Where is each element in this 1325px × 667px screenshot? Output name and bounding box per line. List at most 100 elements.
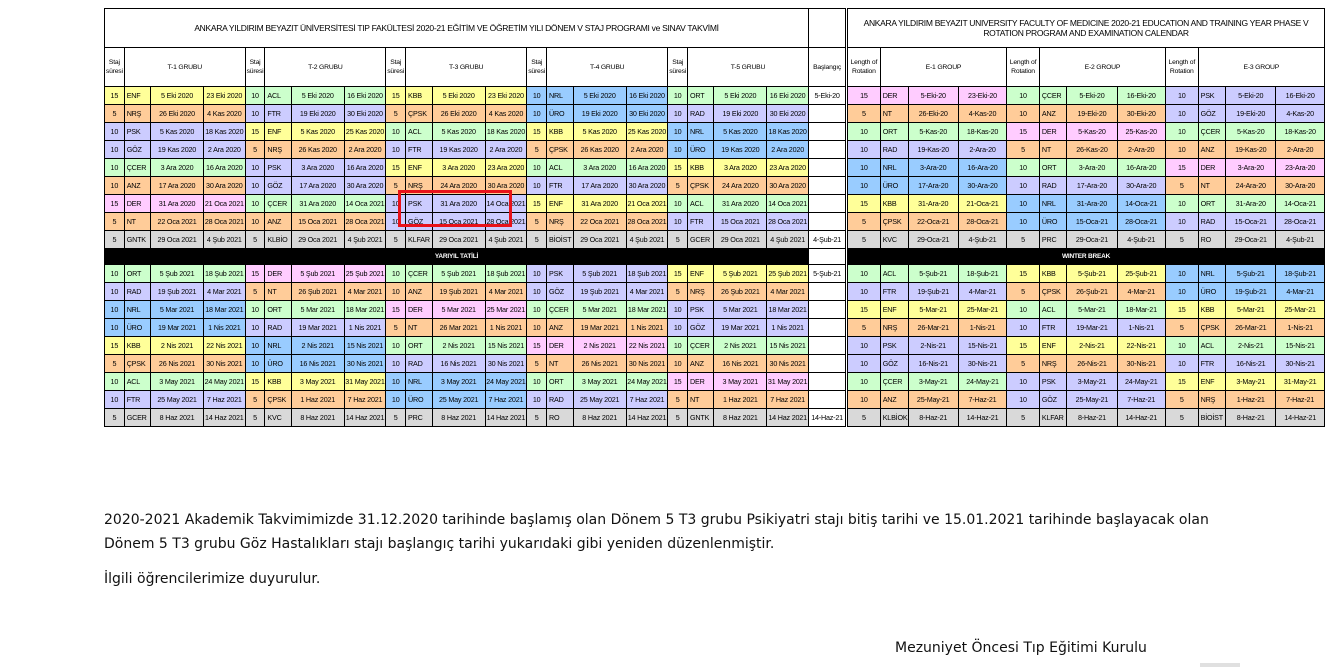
start-date-cell: 19 Mar 2021 — [713, 318, 768, 337]
length-cell: 5 — [526, 140, 547, 159]
start-date-cell: 31 Ara 2020 — [290, 194, 345, 213]
end-date-cell: 16 Eki 2020 — [343, 86, 387, 105]
course-cell: RAD — [1197, 212, 1227, 231]
start-date-cell: 26-Şub-21 — [1066, 282, 1118, 301]
length-cell: 5 — [667, 408, 689, 427]
length-cell: 10 — [847, 264, 881, 283]
course-cell: NRŞ — [123, 104, 152, 123]
length-header: Staj süresi — [104, 47, 125, 87]
start-date-cell: 26 Eki 2020 — [431, 104, 486, 123]
end-date-cell: 14 Oca 2021 — [343, 194, 387, 213]
length-cell: 5 — [104, 230, 125, 249]
course-cell: GNTK — [123, 230, 152, 249]
start-date-cell: 3-May-21 — [1066, 372, 1118, 391]
start-date-cell: 19-Mar-21 — [1066, 318, 1118, 337]
length-cell: 5 — [847, 230, 881, 249]
end-date-cell: 25 Mar 2021 — [484, 300, 528, 319]
end-date-cell: 4 Şub 2021 — [766, 230, 809, 249]
start-date-cell: 19 Kas 2020 — [150, 140, 204, 159]
end-date-cell: 7 Haz 2021 — [625, 390, 669, 409]
start-date-cell: 2-Nis-21 — [1225, 336, 1277, 355]
length-cell: 5 — [1164, 390, 1199, 409]
start-date-cell: 29-Oca-21 — [1066, 230, 1118, 249]
end-date-cell: 28 Oca 2021 — [766, 212, 809, 231]
table-row: 10 ORT 5 Şub 2021 18 Şub 2021 15 DER 5 Şub 202… — [104, 264, 1325, 283]
start-date-cell: 26 Kas 2020 — [290, 140, 345, 159]
group-header: T-3 GRUBU — [405, 47, 528, 87]
course-cell: ÜRO — [687, 140, 715, 159]
course-cell: ÜRO — [1197, 282, 1227, 301]
length-cell: 10 — [1164, 140, 1199, 159]
end-date-cell: 4-Mar-21 — [1116, 282, 1166, 301]
course-cell: ÇPSK — [1038, 282, 1068, 301]
length-cell: 15 — [847, 194, 881, 213]
course-cell: RAD — [1038, 176, 1068, 195]
break-label: WINTER BREAK — [847, 248, 1325, 265]
end-date-cell: 30 Nis 2021 — [625, 354, 669, 373]
end-date-cell: 18 Kas 2020 — [484, 122, 528, 141]
start-date-cell: 25-May-21 — [907, 390, 959, 409]
start-date-cell: 19 Şub 2021 — [572, 282, 627, 301]
end-date-cell: 14-Haz-21 — [1275, 408, 1325, 427]
course-cell: NRŞ — [1197, 390, 1227, 409]
group-header: E-1 GROUP — [879, 47, 1008, 87]
table-row: 10 FTR 25 May 2021 7 Haz 2021 5 ÇPSK 1 Haz 202… — [104, 390, 1325, 409]
scrollbar[interactable] — [1200, 663, 1240, 667]
start-date-cell: 15-Oca-21 — [1225, 212, 1277, 231]
end-date-cell: 2-Ara-20 — [957, 140, 1008, 159]
start-date-cell: 17-Ara-20 — [907, 176, 959, 195]
end-date-cell: 1 Nis 2021 — [202, 318, 246, 337]
course-cell: ÜRO — [123, 318, 152, 337]
length-cell: 10 — [1164, 194, 1199, 213]
start-date-cell: 8-Haz-21 — [1225, 408, 1277, 427]
length-cell: 5 — [1006, 140, 1040, 159]
start-date-cell: 31-Ara-20 — [1225, 194, 1277, 213]
length-header: Length of Rotation — [1164, 47, 1199, 87]
break-spacer — [807, 248, 847, 265]
end-date-cell: 4 Mar 2021 — [202, 282, 246, 301]
course-cell: GÖZ — [1197, 104, 1227, 123]
length-cell: 10 — [104, 122, 125, 141]
course-cell: DER — [1197, 158, 1227, 177]
length-cell: 5 — [1006, 354, 1040, 373]
course-cell: PSK — [879, 336, 909, 355]
end-date-cell: 14-Oca-21 — [1116, 194, 1166, 213]
length-cell: 10 — [244, 354, 266, 373]
course-cell: KBB — [687, 158, 715, 177]
end-date-cell: 1-Nis-21 — [1275, 318, 1325, 337]
end-date-cell: 2-Ara-20 — [1275, 140, 1325, 159]
course-cell: ACL — [879, 264, 909, 283]
start-date-cell: 16-Nis-21 — [1225, 354, 1277, 373]
end-date-cell: 15 Nis 2021 — [343, 336, 387, 355]
start-date-cell: 29 Oca 2021 — [572, 230, 627, 249]
course-cell: PSK — [123, 122, 152, 141]
end-date-cell: 30-Ara-20 — [1275, 176, 1325, 195]
table-row: 5 GNTK 29 Oca 2021 4 Şub 2021 5 KLBİO 29 Oca 2… — [104, 230, 1325, 249]
table-row: 10 ÇCER 3 Ara 2020 16 Ara 2020 10 PSK 3 Ara 20… — [104, 158, 1325, 177]
start-date-cell: 22 Oca 2021 — [572, 212, 627, 231]
end-date-cell: 28-Oca-21 — [957, 212, 1008, 231]
start-date-cell: 3-Ara-20 — [907, 158, 959, 177]
course-cell: ÜRO — [1038, 212, 1068, 231]
start-cell — [807, 158, 847, 177]
end-date-cell: 30 Ara 2020 — [625, 176, 669, 195]
length-cell: 5 — [847, 318, 881, 337]
end-date-cell: 4 Mar 2021 — [625, 282, 669, 301]
end-date-cell: 30 Nis 2021 — [202, 354, 246, 373]
start-date-cell: 3 May 2021 — [150, 372, 204, 391]
start-cell: 14-Haz-21 — [807, 408, 847, 427]
end-date-cell: 4-Şub-21 — [1116, 230, 1166, 249]
course-cell: ÇCER — [546, 300, 574, 319]
end-date-cell: 4 Şub 2021 — [202, 230, 246, 249]
course-cell: DER — [546, 336, 574, 355]
end-date-cell: 24-May-21 — [1116, 372, 1166, 391]
signature: Mezuniyet Öncesi Tıp Eğitimi Kurulu — [895, 640, 1147, 656]
length-cell: 10 — [526, 318, 547, 337]
end-date-cell: 2 Ara 2020 — [202, 140, 246, 159]
start-date-cell: 5 Kas 2020 — [290, 122, 345, 141]
start-cell — [807, 194, 847, 213]
end-date-cell: 14-Haz-21 — [1116, 408, 1166, 427]
start-date-cell: 16-Nis-21 — [907, 354, 959, 373]
course-cell: ENF — [546, 194, 574, 213]
highlight-box — [398, 190, 512, 227]
